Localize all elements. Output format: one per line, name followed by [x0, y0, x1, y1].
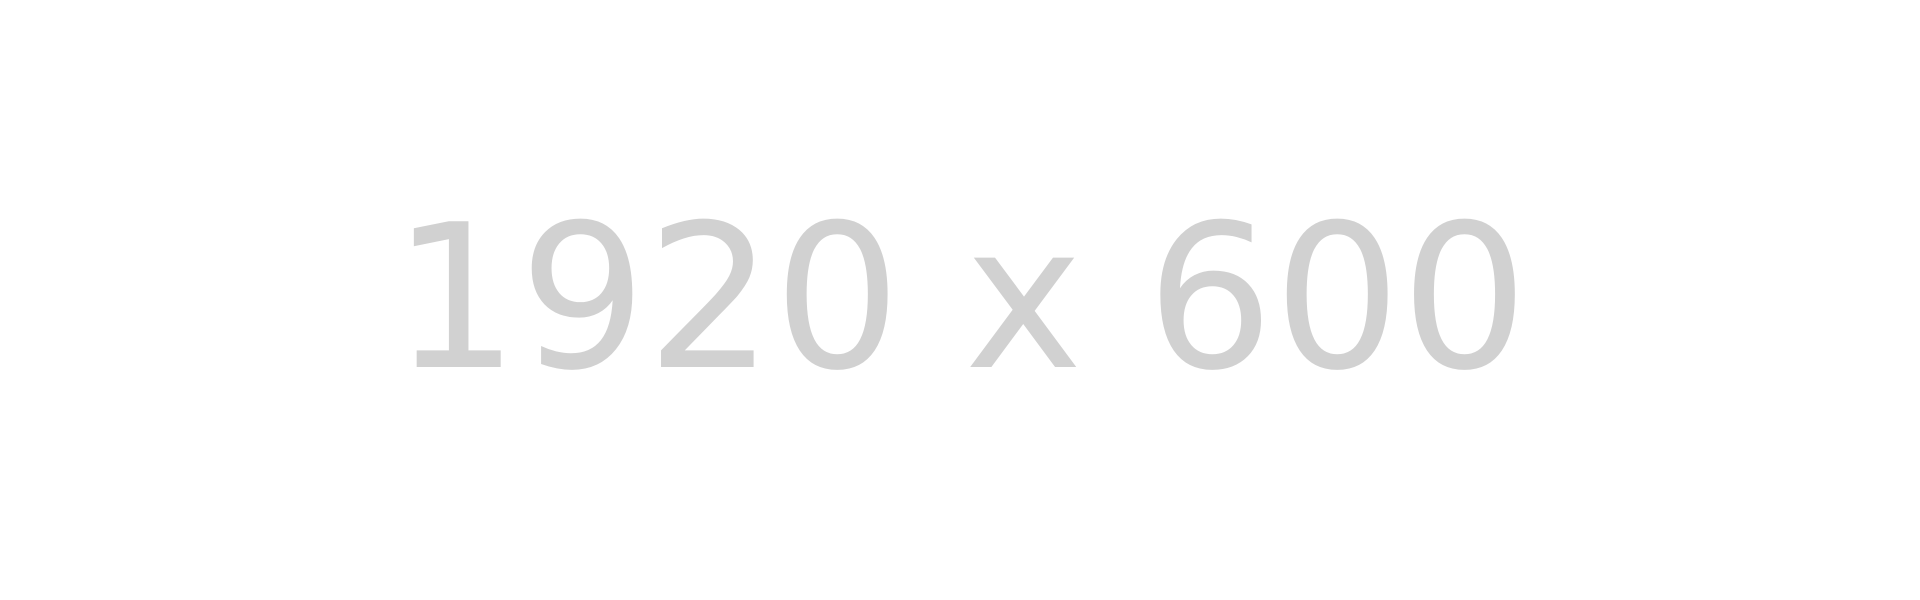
- placeholder-dimensions-label: 1920 x 600: [391, 182, 1529, 415]
